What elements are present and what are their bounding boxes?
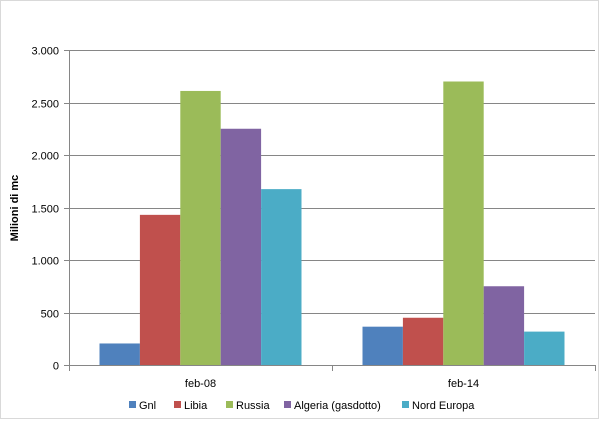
bars [99, 81, 565, 365]
bar-nord-europa-feb-08 [261, 189, 302, 365]
x-tick-label: feb-14 [448, 378, 479, 390]
y-tick-label: 1.500 [31, 204, 59, 216]
legend-swatch [174, 401, 181, 408]
y-tick-label: 2.000 [31, 151, 59, 163]
legend-label: Nord Europa [412, 400, 475, 412]
legend-label: Russia [236, 400, 271, 412]
y-tick-label: 500 [41, 309, 59, 321]
legend: Gnl Libia Russia Algeria (gasdotto) Nord Eur… [129, 400, 475, 412]
y-axis-title: Milioni di mc [9, 175, 21, 242]
legend-swatch [226, 401, 233, 408]
bar-algeria-gasdotto-feb-14 [483, 286, 525, 365]
x-tick-label: feb-08 [185, 378, 216, 390]
bar-algeria-gasdotto-feb-08 [220, 128, 262, 365]
x-axis-labels: feb-08 feb-14 [185, 378, 479, 390]
legend-swatch [129, 401, 136, 408]
bar-gnl-feb-08 [99, 343, 140, 365]
y-tick-label: 0 [53, 361, 59, 373]
bar-libia-feb-14 [402, 317, 444, 365]
bar-gnl-feb-14 [362, 326, 403, 365]
legend-label: Gnl [139, 400, 156, 412]
legend-label: Algeria (gasdotto) [294, 400, 381, 412]
legend-swatch [284, 401, 291, 408]
bar-russia-feb-14 [443, 81, 484, 365]
bar-nord-europa-feb-14 [524, 331, 565, 365]
legend-label: Libia [184, 400, 208, 412]
legend-swatch [402, 401, 409, 408]
y-tick-label: 3.000 [31, 46, 59, 58]
y-axis-ticks: 0 500 1.000 1.500 2.000 2.500 3.000 [31, 46, 69, 373]
bar-libia-feb-08 [139, 214, 181, 365]
axes [69, 50, 596, 371]
y-tick-label: 2.500 [31, 99, 59, 111]
y-tick-label: 1.000 [31, 256, 59, 268]
bar-russia-feb-08 [180, 90, 221, 365]
